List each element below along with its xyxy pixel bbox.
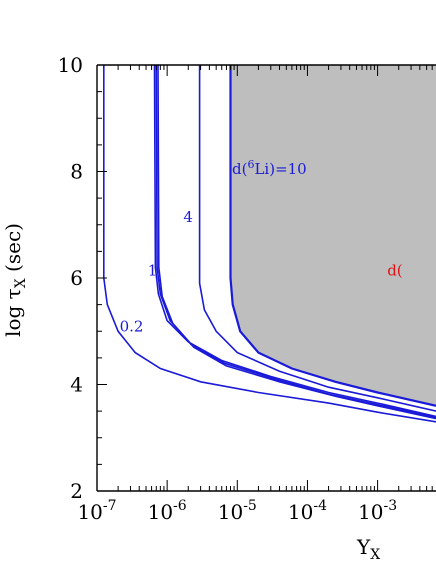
x-tick-label: 10-6 [148,498,187,524]
x-tick-label: 10-4 [288,498,327,524]
y-tick-label: 8 [70,160,83,184]
contour-annotation: d(6Li)=10 [232,158,307,178]
x-tick-label: 10-7 [77,498,116,524]
contour-annotation: 1 [148,261,158,279]
contour-annotation: 0.2 [120,317,144,335]
contour-annotation: d( [387,261,402,279]
y-axis-label: log τX (sec) [1,223,29,337]
y-tick-label: 4 [70,373,83,397]
x-tick-label: 10-3 [358,498,397,524]
x-axis-label: YX [356,535,380,563]
y-tick-label: 10 [58,53,83,77]
y-tick-label: 6 [70,266,83,290]
x-tick-label: 10-5 [218,498,257,524]
contour-annotation: 4 [183,208,193,226]
